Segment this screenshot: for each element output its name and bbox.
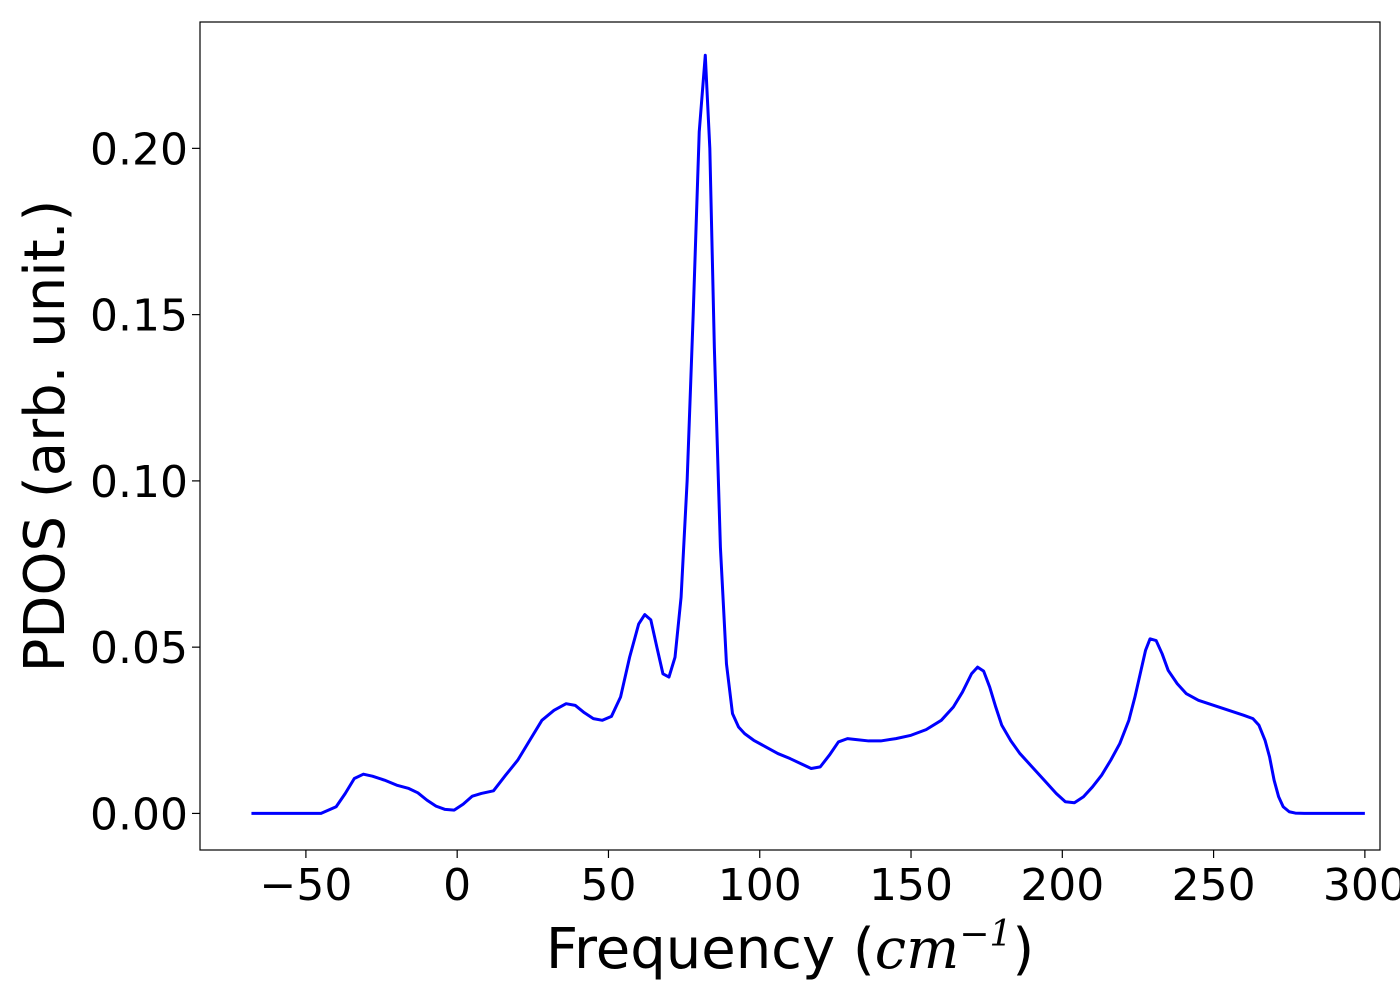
x-tick-label: 100 (718, 860, 802, 911)
series-line-0 (251, 53, 1365, 815)
plot-area (199, 21, 1381, 851)
x-tick-label: 200 (1020, 860, 1104, 911)
x-tick-label: 300 (1323, 860, 1400, 911)
x-tick-label: 0 (443, 860, 471, 911)
x-axis: −50 0 50 100 150 200 250 300 (259, 850, 1400, 911)
y-axis: 0.00 0.05 0.10 0.15 0.20 (90, 124, 200, 840)
y-tick-label: 0.05 (90, 623, 188, 674)
x-tick-label: −50 (259, 860, 352, 911)
x-tick-label: 50 (580, 860, 636, 911)
y-tick-label: 0.10 (90, 457, 188, 508)
plot-frame (199, 21, 1381, 851)
x-axis-label: Frequency (cm−1) (546, 914, 1034, 982)
x-tick-label: 150 (869, 860, 953, 911)
x-tick-label: 250 (1172, 860, 1256, 911)
y-tick-label: 0.20 (90, 124, 188, 175)
y-tick-label: 0.15 (90, 291, 188, 342)
y-axis-label: PDOS (arb. unit.) (13, 200, 78, 673)
y-tick-label: 0.00 (90, 789, 188, 840)
